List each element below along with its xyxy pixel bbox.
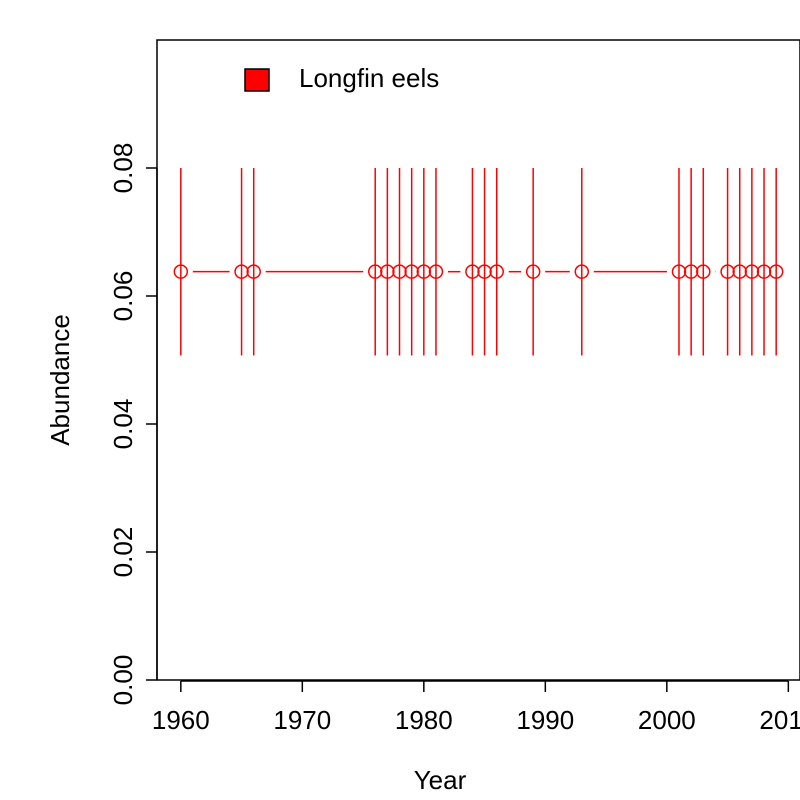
x-tick-label: 2010: [759, 705, 800, 735]
data-point: [574, 264, 590, 279]
data-point: [477, 264, 492, 279]
data-point: [367, 264, 383, 279]
y-tick-label: 0.04: [108, 399, 138, 450]
data-point: [392, 264, 407, 279]
x-axis-label: Year: [414, 765, 467, 795]
data-point: [768, 264, 784, 279]
legend-label: Longfin eels: [299, 63, 439, 93]
y-tick-label: 0.08: [108, 143, 138, 194]
data-point: [756, 264, 772, 279]
data-point: [380, 264, 395, 279]
y-axis-label: Abundance: [45, 314, 75, 446]
data-point: [732, 264, 747, 279]
data-point: [428, 264, 444, 279]
data-point: [234, 264, 249, 279]
data-point: [489, 264, 504, 279]
data-point: [683, 264, 699, 279]
x-tick-label: 1960: [152, 705, 210, 735]
y-tick-label: 0.06: [108, 271, 138, 322]
data-point: [671, 264, 687, 279]
x-tick-label: 1990: [516, 705, 574, 735]
data-point: [525, 264, 541, 279]
data-point: [246, 264, 261, 279]
y-tick-label: 0.00: [108, 655, 138, 706]
data-point: [744, 264, 760, 279]
data-point: [720, 264, 735, 279]
data-point: [696, 264, 711, 279]
y-tick-label: 0.02: [108, 527, 138, 578]
x-tick-label: 2000: [638, 705, 696, 735]
x-tick-label: 1970: [273, 705, 331, 735]
data-point: [465, 264, 480, 279]
data-point: [404, 264, 419, 279]
x-tick-label: 1980: [395, 705, 453, 735]
data-point: [173, 264, 189, 279]
plot-frame: [156, 39, 800, 681]
data-point: [416, 264, 432, 279]
legend-swatch: [244, 68, 270, 92]
